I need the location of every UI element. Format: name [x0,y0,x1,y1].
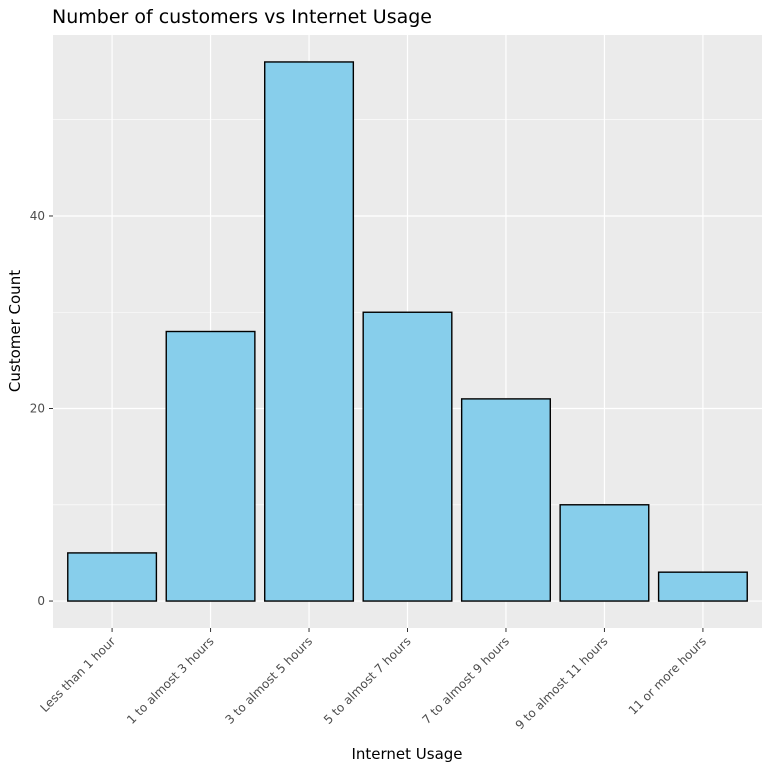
x-tick-label: 1 to almost 3 hours [124,634,217,727]
bar [165,330,256,602]
bar [67,552,158,602]
bars [67,61,748,602]
x-tick-label: Less than 1 hour [37,634,118,715]
y-axis-title: Customer Count [6,270,24,392]
bar [559,504,650,602]
y-tick-label: 40 [30,209,45,223]
y-tick-label: 20 [30,402,45,416]
bar [264,61,355,602]
bar [460,398,551,602]
x-tick-label: 11 or more hours [626,634,709,717]
bar [362,311,453,602]
chart-title: Number of customers vs Internet Usage [52,6,432,28]
x-tick-label: 5 to almost 7 hours [321,634,414,727]
x-tick-label: 9 to almost 11 hours [513,634,611,732]
x-tick-label: 3 to almost 5 hours [223,634,316,727]
y-tick-label: 0 [37,594,45,608]
bar [657,571,748,602]
x-tick-label: 7 to almost 9 hours [419,634,512,727]
x-axis-title: Internet Usage [351,745,462,763]
